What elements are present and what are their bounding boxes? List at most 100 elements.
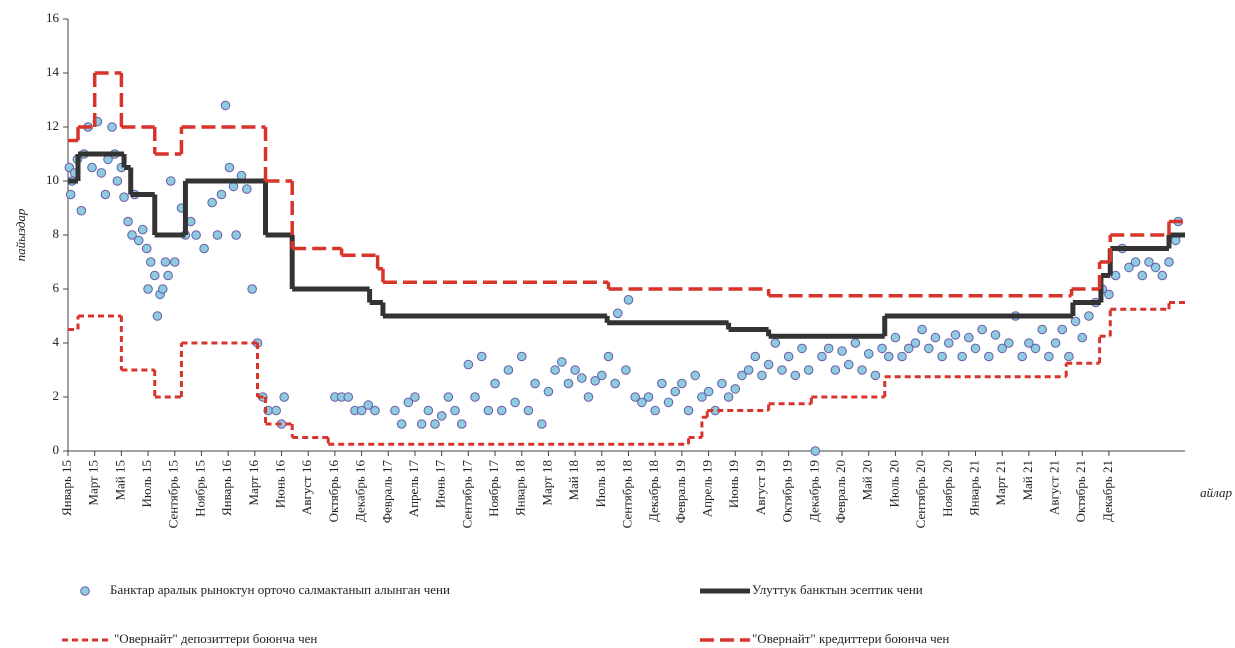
data-point <box>543 386 554 397</box>
data-point <box>463 359 474 370</box>
data-point <box>810 446 821 456</box>
data-point <box>152 311 163 321</box>
data-point <box>1044 351 1054 362</box>
y-axis-label: пайыздар <box>13 208 28 261</box>
data-point <box>990 330 1001 340</box>
x-tick-label: Январь 16 <box>219 460 234 517</box>
data-point <box>743 365 754 375</box>
x-tick-label: Январь 18 <box>513 460 528 516</box>
data-point <box>503 365 514 375</box>
data-point <box>65 189 76 200</box>
data-point <box>396 419 407 429</box>
data-point <box>897 351 907 362</box>
x-tick-label: Декабрь 19 <box>806 460 821 522</box>
legend-label: Улуттук банктын эсептик чени <box>752 582 923 597</box>
x-axis-label: айлар <box>1200 485 1232 500</box>
data-point <box>212 230 223 240</box>
y-tick-label: 8 <box>53 226 60 241</box>
x-tick-label: Август 19 <box>753 460 768 515</box>
legend-label: Банктар аралык рыноктун орточо салмактан… <box>110 582 450 597</box>
y-tick-label: 2 <box>53 388 60 403</box>
data-point <box>133 235 144 246</box>
x-tick-label: Февраль 20 <box>833 460 848 523</box>
x-tick-label: Июль 18 <box>593 460 608 507</box>
data-point <box>877 343 887 354</box>
x-tick-label: Октябрь 19 <box>780 460 795 522</box>
data-point <box>783 351 794 362</box>
data-point <box>231 230 241 240</box>
y-tick-label: 4 <box>53 334 60 349</box>
x-tick-label: Июль 15 <box>139 460 154 507</box>
data-point <box>476 351 487 362</box>
data-point <box>137 224 148 235</box>
data-point <box>1137 270 1148 281</box>
data-point <box>677 378 687 389</box>
data-point <box>363 400 374 410</box>
x-tick-label: Июнь 19 <box>726 460 741 508</box>
data-point <box>216 189 227 200</box>
data-point <box>583 392 594 402</box>
data-point <box>123 216 133 227</box>
x-tick-label: Декабрь 16 <box>353 460 368 522</box>
data-point <box>149 270 160 281</box>
data-point <box>163 270 173 281</box>
data-point <box>723 392 734 402</box>
data-point <box>271 405 281 416</box>
x-tick-label: Август 21 <box>1047 460 1062 515</box>
x-tick-label: Январь 21 <box>966 460 981 516</box>
data-point <box>100 189 111 200</box>
data-point <box>1037 324 1048 335</box>
data-point <box>623 295 634 305</box>
data-point <box>165 176 176 186</box>
data-point <box>621 365 631 375</box>
x-tick-label: Май 21 <box>1020 460 1035 501</box>
data-point <box>850 338 861 348</box>
x-tick-label: Сентябрь 15 <box>166 460 181 528</box>
data-point <box>703 386 714 397</box>
y-tick-label: 6 <box>53 280 60 295</box>
data-point <box>883 351 894 362</box>
data-point <box>1064 351 1074 362</box>
data-point <box>630 392 640 402</box>
x-tick-label: Декабрь 21 <box>1100 460 1115 522</box>
data-point <box>523 405 534 416</box>
data-point <box>597 370 607 381</box>
data-point <box>1150 262 1161 273</box>
x-tick-label: Август 16 <box>299 460 314 516</box>
data-point <box>917 324 927 335</box>
data-point <box>169 257 180 267</box>
data-point <box>997 343 1007 354</box>
data-point <box>550 365 560 375</box>
data-point <box>870 370 881 381</box>
data-point <box>403 397 414 408</box>
data-point <box>657 378 667 389</box>
x-tick-label: Май 15 <box>112 460 127 501</box>
data-point <box>817 351 827 362</box>
y-tick-label: 16 <box>46 10 60 25</box>
data-point <box>483 405 494 416</box>
data-point <box>450 405 460 416</box>
data-point <box>950 330 961 340</box>
data-point <box>957 351 967 362</box>
x-tick-label: Февраль 19 <box>673 460 688 523</box>
data-point <box>697 392 707 402</box>
data-point <box>964 332 974 343</box>
data-point <box>119 192 129 202</box>
data-point <box>650 405 660 416</box>
data-point <box>145 257 156 267</box>
data-point <box>1070 316 1081 327</box>
x-tick-label: Май 18 <box>566 460 581 501</box>
data-point <box>224 162 235 173</box>
data-point <box>536 419 547 429</box>
x-tick-label: Март 18 <box>539 460 554 506</box>
x-tick-label: Март 15 <box>86 460 101 506</box>
data-point <box>790 370 801 381</box>
data-point <box>1004 338 1014 348</box>
data-point <box>199 243 209 254</box>
data-point <box>496 405 507 416</box>
data-point <box>984 351 994 362</box>
x-tick-label: Октябрь 21 <box>1073 460 1088 522</box>
x-tick-label: Март 21 <box>993 460 1008 506</box>
data-point <box>670 386 681 397</box>
